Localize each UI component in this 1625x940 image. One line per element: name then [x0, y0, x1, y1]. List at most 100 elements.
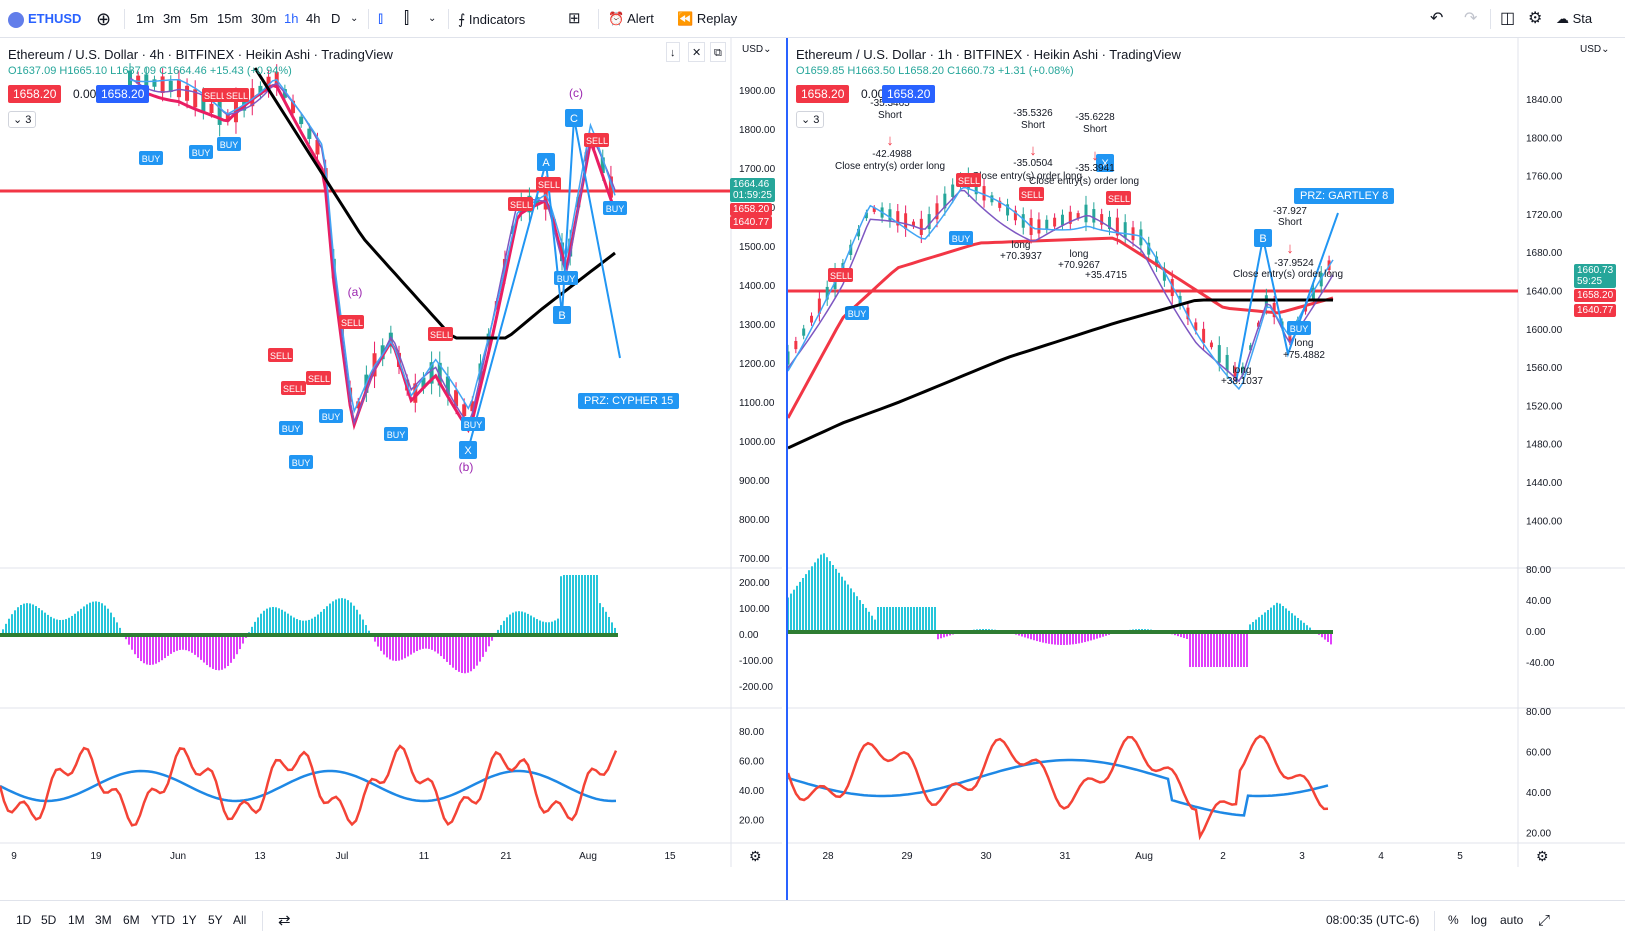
settings-gear-icon[interactable]: ⚙	[1528, 10, 1543, 27]
right-bid-button[interactable]: 1658.20	[796, 85, 850, 103]
candle-body	[176, 79, 181, 98]
top-toolbar: ETHUSD ⊕ 1m 3m 5m 15m 30m 1h 4h D ⌄ ⫾ ⫿ …	[0, 0, 1625, 38]
buy-signal-tag	[461, 417, 485, 431]
symbol-search[interactable]: ETHUSD	[8, 0, 81, 38]
candle-body	[299, 116, 304, 125]
candle-body	[1013, 210, 1017, 221]
right-ohlc: O1659.85 H1663.50 L1658.20 C1660.73 +1.3…	[796, 65, 1074, 77]
price-axis-label: 1800.00	[739, 125, 776, 136]
harmonic-pattern-line	[1235, 212, 1339, 383]
range-5y[interactable]: 5Y	[208, 913, 223, 927]
indicators-label: Indicators	[468, 12, 526, 27]
interval-dropdown-icon[interactable]: ⌄	[350, 13, 359, 24]
maximize-icon[interactable]: ⧉	[710, 42, 726, 62]
percent-toggle[interactable]: %	[1448, 913, 1459, 927]
interval-15m[interactable]: 15m	[217, 11, 243, 26]
buy-signal-label: BUY	[292, 458, 311, 468]
price-axis-label: 1680.00	[1526, 248, 1563, 259]
range-3m[interactable]: 3M	[95, 913, 112, 927]
range-1d[interactable]: 1D	[16, 913, 32, 927]
bar-style-icon[interactable]: ⫾	[378, 10, 384, 27]
templates-icon[interactable]: ⊞	[568, 10, 581, 27]
time-axis-label: 31	[1059, 851, 1071, 862]
arrow-down-icon[interactable]: ↓	[666, 42, 680, 62]
right-currency-label[interactable]: USD⌄	[1580, 44, 1610, 55]
candle-body	[233, 99, 238, 123]
wave-label: (a)	[348, 285, 363, 299]
candle-body	[888, 209, 892, 222]
osc-axis-label: 100.00	[739, 604, 770, 615]
interval-3m[interactable]: 3m	[163, 11, 182, 26]
indicators-button[interactable]: ⨍ Indicators	[458, 0, 525, 38]
range-all[interactable]: All	[233, 913, 247, 927]
buy-signal-label: BUY	[142, 154, 161, 164]
osc-axis-label: 80.00	[1526, 565, 1551, 576]
interval-1m[interactable]: 1m	[136, 11, 155, 26]
log-toggle[interactable]: log	[1471, 913, 1488, 927]
right-indicator-toggle[interactable]: ⌄ 3	[796, 111, 825, 128]
candle-body	[307, 128, 312, 139]
sell-signal-label: SELL	[204, 91, 226, 101]
right-ask-button[interactable]: 1658.20	[882, 85, 936, 103]
chart-type-dropdown-icon[interactable]: ⌄	[428, 13, 437, 24]
range-1m[interactable]: 1M	[68, 913, 85, 927]
interval-1h[interactable]: 1h	[284, 11, 299, 26]
redo-icon[interactable]: ↷	[1464, 10, 1478, 27]
strategy-annotation: -35.0504	[1013, 158, 1053, 169]
range-1y[interactable]: 1Y	[182, 913, 197, 927]
wave-label: (c)	[569, 86, 583, 100]
add-symbol-icon[interactable]: ⊕	[96, 9, 112, 29]
replay-button[interactable]: ⏪ Replay	[677, 0, 737, 38]
layout-icon[interactable]: ◫	[1500, 10, 1516, 27]
left-currency-label[interactable]: USD⌄	[742, 44, 772, 55]
left-indicator-toggle[interactable]: ⌄ 3	[8, 111, 37, 128]
range-5d[interactable]: 5D	[41, 913, 57, 927]
sell-signal-label: SELL	[308, 374, 330, 384]
strategy-annotation: Short	[878, 110, 902, 121]
close-icon[interactable]: ✕	[688, 42, 706, 62]
candle-style-icon[interactable]: ⫿	[404, 10, 410, 27]
alert-button[interactable]: ⏰ Alert	[608, 0, 654, 38]
clock-timezone[interactable]: 08:00:35 (UTC-6)	[1326, 913, 1420, 927]
left-bid-button[interactable]: 1658.20	[8, 85, 62, 103]
price-axis-label: 1840.00	[1526, 95, 1563, 106]
left-chart-pane[interactable]: 1900.001800.001700.001600.001500.001400.…	[0, 38, 782, 900]
candle-body	[1155, 256, 1159, 267]
right-chart-canvas[interactable]: 1840.00 1800.00 1760.00 1720.00 1680.00 1640.…	[788, 38, 1625, 900]
buy-signal-label: BUY	[387, 430, 406, 440]
candle-body	[1194, 322, 1198, 331]
time-axis-label: Jun	[170, 851, 186, 862]
buy-signal-tag	[289, 455, 313, 469]
interval-30m[interactable]: 30m	[251, 11, 277, 26]
range-ytd[interactable]: YTD	[151, 913, 175, 927]
cloud-save-button[interactable]: ☁ Sta	[1556, 0, 1592, 38]
left-ask-button[interactable]: 1658.20	[96, 85, 150, 103]
fullscreen-icon[interactable]: ⤢	[1538, 912, 1551, 929]
rsi-signal-line	[0, 769, 617, 803]
pattern-point-label: B	[558, 310, 565, 322]
left-countdown: 01:59:25	[733, 190, 772, 201]
range-6m[interactable]: 6M	[123, 913, 140, 927]
candle-body	[209, 103, 214, 114]
moving-average-blue	[788, 186, 1334, 391]
date-range-icon[interactable]: ⇄	[278, 912, 291, 929]
strategy-annotation: -37.9524	[1274, 258, 1314, 269]
time-axis-label: 5	[1457, 851, 1463, 862]
interval-d[interactable]: D	[331, 11, 341, 26]
undo-icon[interactable]: ↶	[1430, 10, 1444, 27]
sell-signal-label: SELL	[283, 384, 305, 394]
candle-body	[1060, 214, 1064, 226]
interval-5m[interactable]: 5m	[190, 11, 209, 26]
right-chart-pane[interactable]: 1840.00 1800.00 1760.00 1720.00 1680.00 1640.…	[786, 38, 1625, 900]
auto-toggle[interactable]: auto	[1500, 913, 1524, 927]
left-chart-canvas[interactable]: 1900.001800.001700.001600.001500.001400.…	[0, 38, 782, 900]
pattern-point-marker	[459, 441, 477, 459]
rsi-axis-label: 20.00	[739, 816, 764, 827]
rsi-axis-label: 80.00	[739, 727, 764, 738]
moving-average-blue	[129, 78, 616, 414]
sell-signal-tag	[428, 327, 453, 341]
candle-body	[470, 401, 475, 412]
buy-signal-tag	[384, 427, 408, 441]
candle-body	[1021, 214, 1025, 228]
interval-4h[interactable]: 4h	[306, 11, 321, 26]
